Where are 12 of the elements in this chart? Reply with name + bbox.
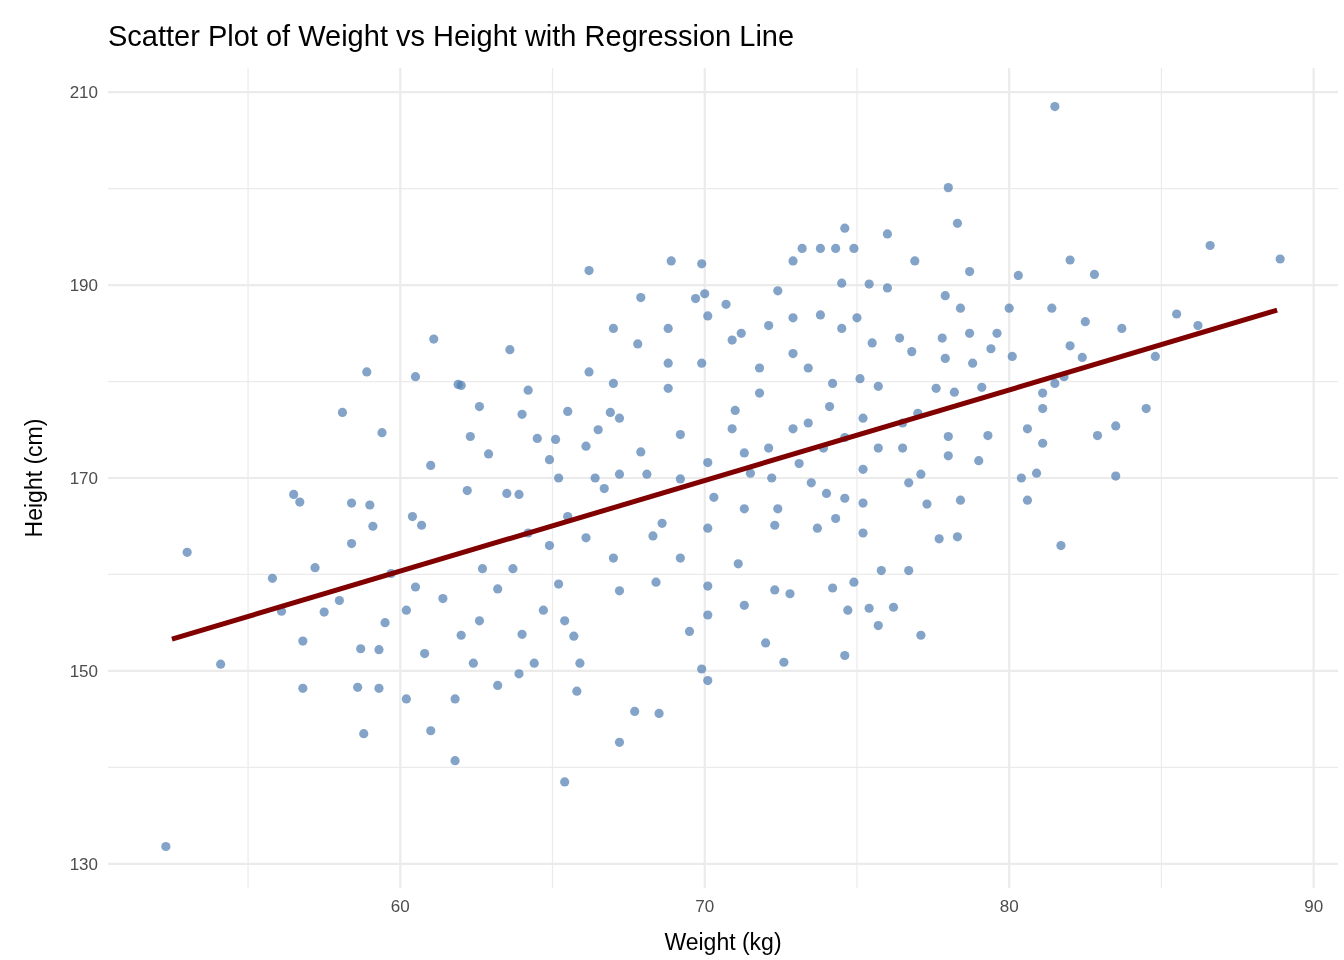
x-tick-label: 60 <box>390 897 410 916</box>
y-tick-label: 210 <box>69 83 98 103</box>
x-axis-title: Weight (kg) <box>664 929 782 955</box>
x-tick-label: 90 <box>1304 897 1324 916</box>
x-tick-label: 80 <box>999 897 1019 916</box>
y-tick-label: 130 <box>69 854 98 874</box>
y-tick-label: 170 <box>69 468 98 488</box>
chart-title: Scatter Plot of Weight vs Height with Regression Line <box>108 20 795 52</box>
y-tick-label: 190 <box>69 276 98 296</box>
y-axis-title: Height (cm) <box>21 418 47 538</box>
x-tick-label: 70 <box>695 897 715 916</box>
y-tick-label: 150 <box>69 661 98 681</box>
